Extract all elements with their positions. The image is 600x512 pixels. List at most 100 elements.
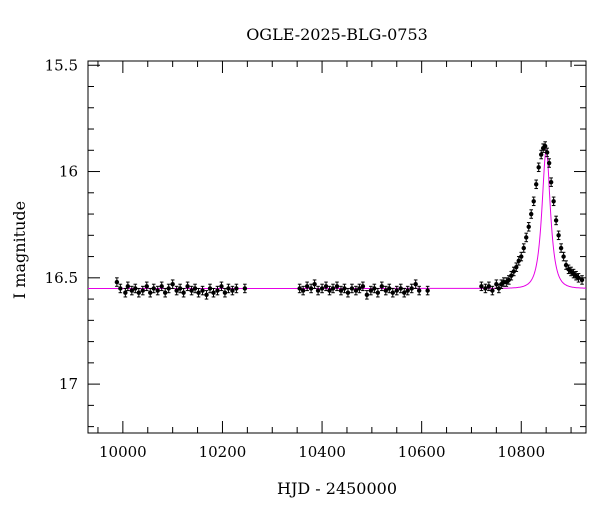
data-point	[114, 277, 120, 287]
data-point	[219, 281, 224, 292]
data-point	[242, 283, 248, 294]
point-marker	[368, 288, 374, 293]
point-marker	[133, 286, 138, 291]
point-marker	[416, 288, 422, 293]
data-point	[529, 209, 534, 219]
data-point	[327, 285, 332, 296]
data-point	[544, 147, 550, 158]
point-marker	[405, 288, 410, 293]
point-marker	[521, 245, 526, 251]
data-point	[561, 251, 566, 262]
point-marker	[536, 165, 541, 170]
point-marker	[506, 277, 512, 283]
point-marker	[215, 288, 220, 293]
data-point	[319, 283, 325, 294]
data-point	[494, 279, 499, 289]
data-point	[181, 287, 186, 298]
data-point	[129, 285, 135, 296]
data-point	[185, 281, 190, 292]
point-marker	[118, 286, 123, 291]
point-marker	[546, 160, 552, 166]
point-marker	[563, 262, 569, 268]
plot-frame	[87, 60, 587, 434]
point-marker	[342, 286, 347, 291]
point-marker	[526, 224, 531, 230]
point-marker	[327, 288, 332, 293]
point-marker	[136, 290, 141, 295]
point-marker	[170, 282, 175, 287]
data-point	[524, 232, 529, 243]
data-point	[300, 285, 306, 296]
point-marker	[204, 292, 209, 298]
point-marker	[496, 286, 502, 291]
x-axis-label: HJD - 2450000	[277, 479, 397, 498]
data-point	[200, 285, 205, 296]
point-marker	[222, 290, 228, 295]
data-point	[349, 283, 355, 294]
point-marker	[531, 199, 536, 204]
data-point	[551, 196, 556, 207]
point-marker	[514, 264, 519, 270]
data-point	[538, 149, 544, 160]
point-marker	[561, 254, 566, 259]
point-marker	[387, 286, 392, 291]
point-marker	[357, 286, 362, 291]
data-point	[215, 285, 220, 296]
point-marker	[304, 284, 310, 289]
point-marker	[524, 235, 529, 240]
point-marker	[394, 288, 399, 293]
point-marker	[234, 286, 239, 291]
point-marker	[162, 290, 168, 295]
point-marker	[319, 286, 325, 291]
data-point	[576, 273, 581, 283]
data-point	[159, 281, 164, 292]
x-tick-label: 10200	[199, 443, 247, 461]
data-point	[155, 285, 160, 296]
y-tick-label: 16.5	[45, 269, 78, 287]
point-marker	[181, 290, 186, 295]
data-point	[546, 158, 552, 168]
data-point	[402, 287, 407, 298]
point-marker	[379, 284, 385, 289]
data-point	[479, 281, 484, 292]
point-marker	[529, 211, 534, 217]
point-marker	[413, 282, 418, 287]
x-tick-label: 10400	[298, 443, 346, 461]
data-point	[234, 283, 239, 294]
data-point	[118, 283, 123, 294]
point-marker	[323, 284, 329, 289]
x-tick-label: 10800	[497, 443, 545, 461]
data-point	[140, 285, 145, 296]
point-marker	[174, 288, 179, 293]
data-point	[211, 287, 216, 298]
x-tick-label: 10000	[99, 443, 147, 461]
point-marker	[511, 269, 516, 274]
data-point	[509, 270, 514, 281]
point-marker	[556, 233, 561, 238]
data-point	[394, 285, 399, 296]
data-point	[548, 177, 554, 187]
point-marker	[155, 288, 160, 293]
data-point	[390, 287, 395, 298]
point-marker	[114, 279, 120, 285]
data-point	[204, 290, 209, 300]
data-point	[413, 279, 418, 289]
point-marker	[200, 288, 205, 293]
point-marker	[159, 284, 164, 289]
data-point	[323, 281, 329, 292]
data-point	[531, 196, 536, 207]
data-point	[162, 287, 168, 298]
point-marker	[538, 152, 544, 157]
point-marker	[490, 288, 495, 293]
data-point	[230, 285, 235, 296]
data-point	[304, 281, 310, 292]
point-marker	[494, 282, 499, 287]
point-marker	[558, 245, 564, 251]
point-marker	[297, 286, 302, 291]
data-point	[368, 285, 374, 296]
data-point	[136, 287, 141, 298]
data-point	[226, 283, 231, 294]
data-points	[114, 141, 585, 300]
data-point	[196, 287, 201, 298]
point-marker	[300, 288, 306, 293]
